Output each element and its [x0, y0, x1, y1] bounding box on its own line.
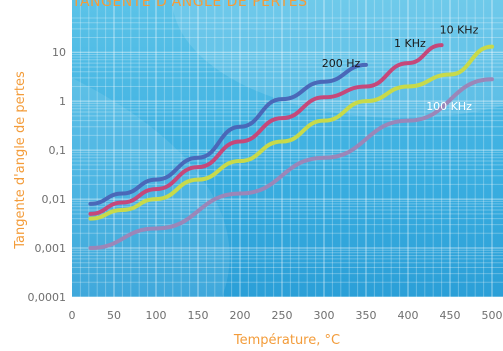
chart-title: TANGENTE D'ANGLE DE PERTES	[71, 0, 308, 10]
series-group	[88, 43, 494, 251]
series-line	[88, 77, 494, 251]
y-tick-label: 10	[52, 46, 66, 59]
background-shade	[72, 78, 230, 297]
series-label: 10 KHz	[440, 23, 479, 36]
x-tick-label: 450	[440, 309, 461, 322]
series-line	[88, 43, 444, 216]
y-tick-label: 0,001	[35, 242, 67, 255]
axes: 0 50 100 150 200 250 300 350 400 450 500 10 1 0,1 0,01…	[28, 46, 503, 322]
x-tick-label: 400	[398, 309, 419, 322]
x-tick-label: 50	[107, 309, 121, 322]
y-tick-label: 0,1	[49, 144, 67, 157]
series-line	[88, 44, 494, 221]
x-tick-label: 0	[69, 309, 76, 322]
series-line	[88, 62, 368, 206]
x-tick-label: 250	[272, 309, 293, 322]
series-labels: 200 Hz 1 KHz 10 KHz 100 KHz	[322, 23, 479, 113]
x-tick-label: 350	[356, 309, 377, 322]
y-tick-label: 1	[59, 95, 66, 108]
y-tick-label: 0,0001	[28, 291, 67, 304]
series-label: 100 KHz	[426, 100, 472, 113]
background-highlight	[172, 0, 503, 118]
y-axis-title: Tangente d'angle de pertes	[13, 71, 28, 250]
x-tick-label: 150	[188, 309, 209, 322]
x-tick-label: 200	[230, 309, 251, 322]
x-tick-label: 300	[314, 309, 335, 322]
series-label: 200 Hz	[322, 57, 361, 70]
x-axis-title: Température, °C	[233, 333, 340, 348]
x-tick-label: 100	[146, 309, 167, 322]
y-tick-label: 0,01	[42, 193, 67, 206]
series-label: 1 KHz	[394, 37, 426, 50]
x-tick-label: 500	[482, 309, 503, 322]
